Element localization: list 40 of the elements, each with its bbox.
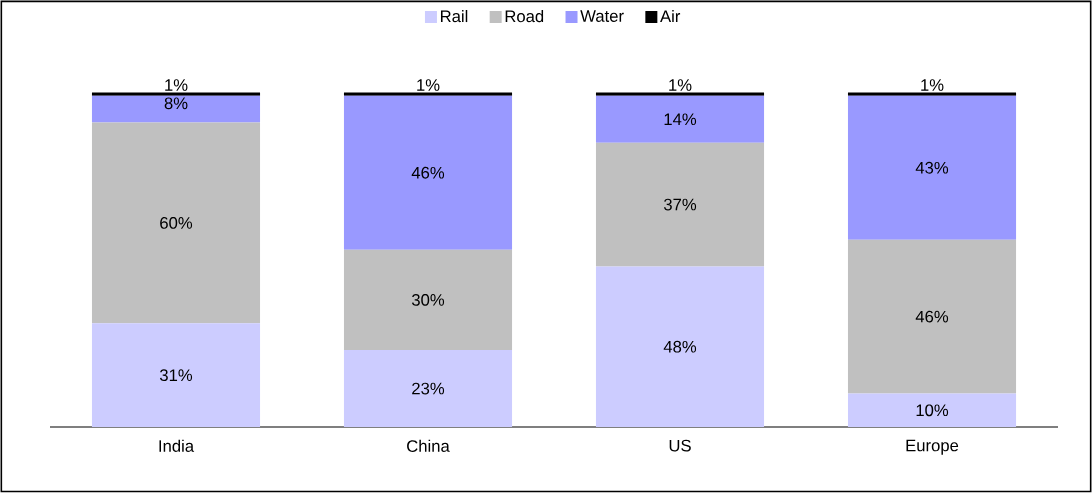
data-label: 48% xyxy=(663,340,697,353)
data-label: 10% xyxy=(916,404,949,417)
legend-label: Rail xyxy=(440,9,468,23)
bar xyxy=(847,393,1017,427)
x-tick-label: India xyxy=(159,439,195,452)
legend-label: Road xyxy=(505,9,544,23)
data-label: 46% xyxy=(411,166,445,179)
bar xyxy=(595,142,765,267)
data-label: 1% xyxy=(417,79,440,91)
data-label: 14% xyxy=(664,113,697,126)
bar xyxy=(847,92,1017,96)
data-label: 43% xyxy=(915,161,949,174)
bar xyxy=(847,239,1017,394)
bar xyxy=(91,122,261,324)
bar xyxy=(91,92,261,96)
bar xyxy=(343,350,513,427)
bar xyxy=(847,95,1017,240)
data-label: 1% xyxy=(921,79,944,91)
data-label: 23% xyxy=(412,382,445,395)
data-label: 8% xyxy=(164,97,188,110)
data-label: 1% xyxy=(669,79,692,91)
bar xyxy=(595,95,765,143)
data-label: 30% xyxy=(411,293,445,306)
bar xyxy=(343,92,513,96)
bar xyxy=(343,249,513,351)
data-label: 31% xyxy=(159,369,193,382)
bar xyxy=(595,92,765,96)
x-tick-label: Europe xyxy=(906,439,959,455)
x-tick-label: US xyxy=(669,439,691,452)
data-label: 46% xyxy=(915,310,949,323)
data-label: 1% xyxy=(165,79,188,91)
bar xyxy=(91,95,261,123)
x-tick-label: China xyxy=(407,439,450,452)
data-label: 37% xyxy=(663,198,697,211)
bar xyxy=(595,266,765,427)
legend-label: Air xyxy=(660,9,681,23)
bar xyxy=(91,323,261,427)
bar xyxy=(343,95,513,250)
data-label: 60% xyxy=(160,217,193,229)
legend-label: Water xyxy=(580,10,624,22)
